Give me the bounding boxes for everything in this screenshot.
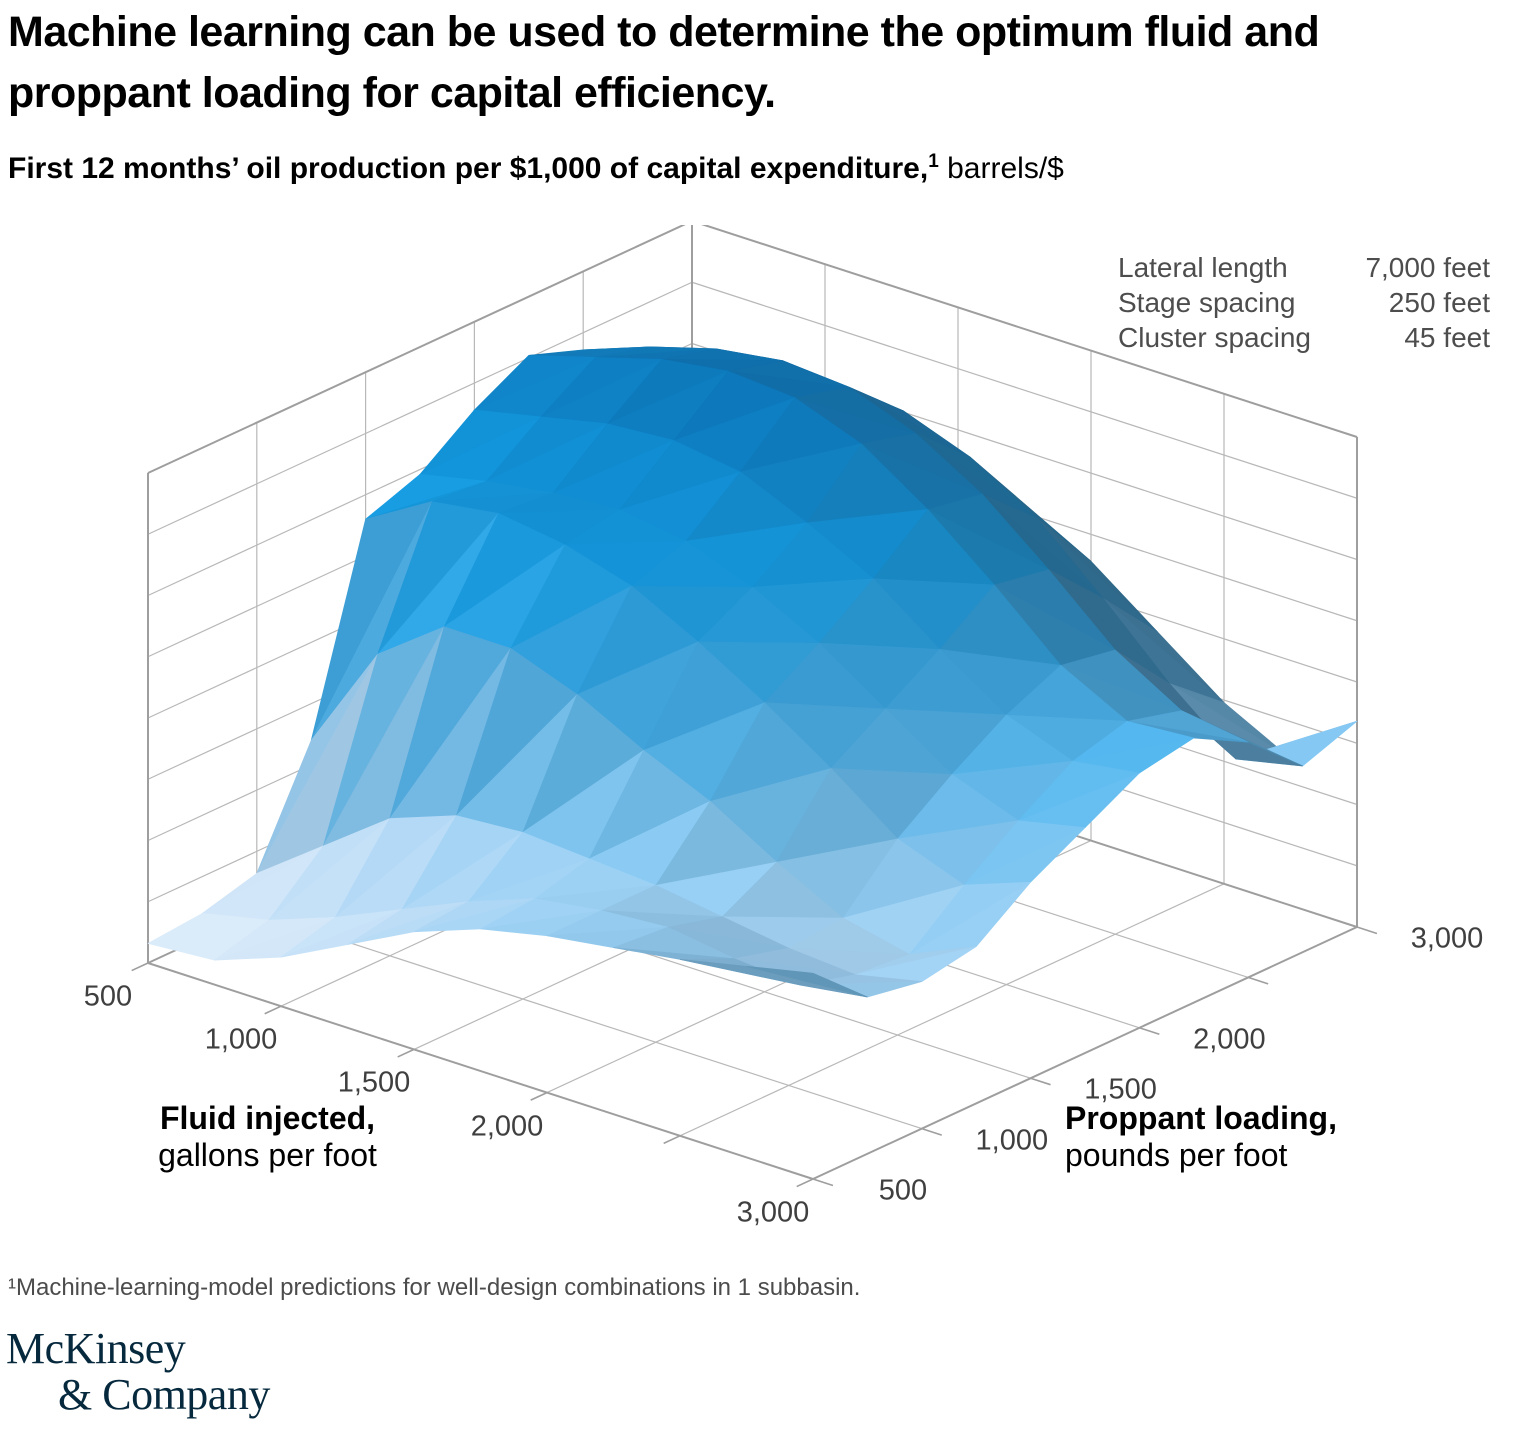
logo-line-2: & Company (58, 1370, 270, 1419)
proppant-tick-label-3000: 3,000 (1410, 922, 1484, 955)
floor-gridline (679, 883, 1225, 1137)
fluid-tick (397, 1048, 415, 1058)
fluid-tick (264, 1005, 282, 1015)
proppant-axis-title: Proppant loading, pounds per foot (1065, 1100, 1337, 1174)
fluid-tick-label-2000: 2,000 (470, 1110, 544, 1143)
proppant-tick (921, 1127, 942, 1136)
legend-value: 7,000 feet (1365, 252, 1490, 283)
mckinsey-logo: McKinsey & Company (6, 1326, 270, 1418)
floor-gridline (256, 912, 922, 1130)
chart-subtitle-main: First 12 months’ oil production per $1,0… (8, 152, 929, 185)
proppant-tick-label-1500: 1,500 (1084, 1073, 1157, 1106)
surface-3d-svg (131, 225, 1378, 1188)
legend-value: 45 feet (1404, 322, 1490, 353)
legend-label: Lateral length (1118, 252, 1288, 283)
proppant-tick-label-2000: 2,000 (1193, 1023, 1266, 1056)
proppant-tick (1247, 976, 1269, 985)
fluid-tick (530, 1091, 548, 1101)
fluid-tick-label-1500: 1,500 (337, 1066, 411, 1099)
fluid-tick-label-1000: 1,000 (204, 1023, 278, 1056)
box-edge (812, 926, 1358, 1180)
box-edge (147, 225, 686, 474)
page-title: Machine learning can be used to determin… (8, 8, 1320, 118)
box-edge (701, 225, 1358, 438)
box-edge (147, 962, 814, 1180)
well-parameters-legend: Lateral length 7,000 feet Stage spacing … (1118, 250, 1490, 355)
proppant-tick (1030, 1077, 1051, 1086)
proppant-tick (812, 1178, 834, 1187)
fluid-tick (131, 962, 149, 972)
fluid-axis-title-unit: gallons per foot (158, 1137, 377, 1173)
proppant-tick (1356, 926, 1378, 935)
surface-plot-area: 500 1,000 1,500 2,000 3,000 500 1,000 1,500 2,00… (0, 225, 1536, 1255)
surface-facet (746, 965, 868, 998)
fluid-tick (796, 1178, 814, 1188)
fluid-tick-label-500: 500 (83, 980, 133, 1013)
legend-label: Stage spacing (1118, 287, 1296, 318)
footnote: ¹Machine-learning-model predictions for … (8, 1274, 861, 1301)
footnote-marker: 1 (928, 151, 939, 172)
left-wall-gridline (147, 281, 693, 535)
proppant-tick-label-500: 500 (878, 1174, 928, 1207)
legend-row-cluster-spacing: Cluster spacing 45 feet (1118, 320, 1490, 355)
proppant-axis-title-bold: Proppant loading, (1065, 1100, 1337, 1136)
right-wall-gridline (691, 281, 1358, 499)
fluid-axis-title-bold: Fluid injected, (159, 1100, 376, 1136)
legend-value: 250 feet (1388, 287, 1490, 318)
legend-row-lateral-length: Lateral length 7,000 feet (1118, 250, 1490, 285)
proppant-tick (1139, 1027, 1160, 1036)
proppant-tick-label-1000: 1,000 (975, 1124, 1049, 1157)
legend-row-stage-spacing: Stage spacing 250 feet (1118, 285, 1490, 320)
legend-label: Cluster spacing (1118, 322, 1311, 353)
logo-line-1: McKinsey (6, 1324, 186, 1373)
proppant-axis-title-unit: pounds per foot (1065, 1137, 1288, 1173)
chart-subtitle: First 12 months’ oil production per $1,0… (8, 152, 1498, 186)
fluid-axis-title: Fluid injected, gallons per foot (95, 1100, 440, 1174)
chart-subtitle-unit: barrels/$ (938, 152, 1064, 185)
fluid-tick (663, 1135, 681, 1145)
fluid-tick-label-3000: 3,000 (736, 1196, 810, 1229)
